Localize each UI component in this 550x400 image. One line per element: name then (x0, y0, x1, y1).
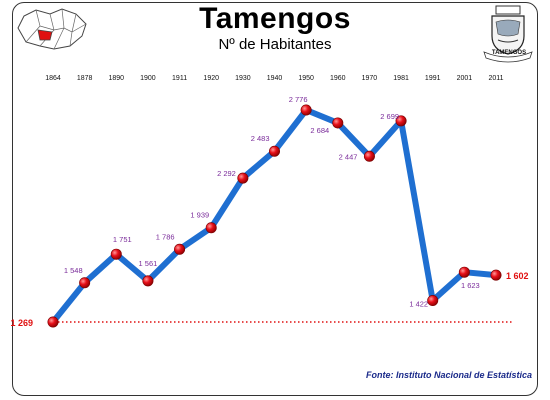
x-tick-label: 1920 (203, 75, 219, 82)
x-tick-label: 1960 (330, 75, 346, 82)
x-tick-label: 1911 (172, 75, 187, 82)
chart-title: Tamengos (199, 2, 351, 35)
data-label: 2 684 (310, 126, 329, 135)
data-label: 2 776 (289, 95, 308, 104)
data-point (268, 145, 280, 157)
data-label: 1 623 (461, 281, 480, 290)
x-tick-label: 1864 (45, 75, 61, 82)
data-label: 2 447 (339, 152, 358, 161)
data-point (395, 115, 407, 127)
data-label: 1 561 (139, 259, 158, 268)
data-point (458, 266, 470, 278)
x-tick-label: 1900 (140, 75, 156, 82)
data-label: 2 483 (251, 134, 270, 143)
data-label: 2 292 (217, 169, 236, 178)
data-label: 1 602 (506, 271, 529, 281)
data-point (363, 150, 375, 162)
x-tick-label: 1950 (298, 75, 314, 82)
x-tick-label: 1890 (108, 75, 124, 82)
data-point (79, 277, 91, 289)
series-line (50, 107, 499, 325)
data-point (427, 294, 439, 306)
data-point (110, 248, 122, 260)
x-tick-label: 1991 (425, 75, 441, 82)
data-label: 1 548 (64, 266, 83, 275)
x-tick-label: 2001 (457, 75, 473, 82)
x-tick-label: 1970 (362, 75, 378, 82)
data-point (300, 104, 312, 116)
data-point (332, 117, 344, 129)
data-point (174, 243, 186, 255)
coat-of-arms-icon (478, 4, 538, 66)
x-tick-label: 2011 (488, 75, 503, 82)
chart-frame (12, 2, 538, 396)
x-tick-label: 1981 (393, 75, 409, 82)
x-tick-label: 1878 (77, 75, 93, 82)
municipality-map-icon (17, 8, 87, 50)
emblem-caption: TAMENGOS (491, 50, 527, 56)
data-point (47, 316, 59, 328)
data-label: 1 751 (113, 235, 132, 244)
data-label: 1 786 (156, 232, 175, 241)
chart-subtitle: Nº de Habitantes (218, 36, 332, 53)
data-label: 1 422 (409, 299, 428, 308)
data-point (490, 269, 502, 281)
data-source: Fonte: Instituto Nacional de Estatística (365, 370, 532, 380)
data-label: 1 269 (10, 318, 33, 328)
x-tick-label: 1940 (267, 75, 283, 82)
x-tick-label: 1930 (235, 75, 251, 82)
data-point (205, 222, 217, 234)
data-point (142, 275, 154, 287)
data-label: 2 699 (380, 112, 399, 121)
data-label: 1 939 (190, 211, 209, 220)
data-point (237, 172, 249, 184)
